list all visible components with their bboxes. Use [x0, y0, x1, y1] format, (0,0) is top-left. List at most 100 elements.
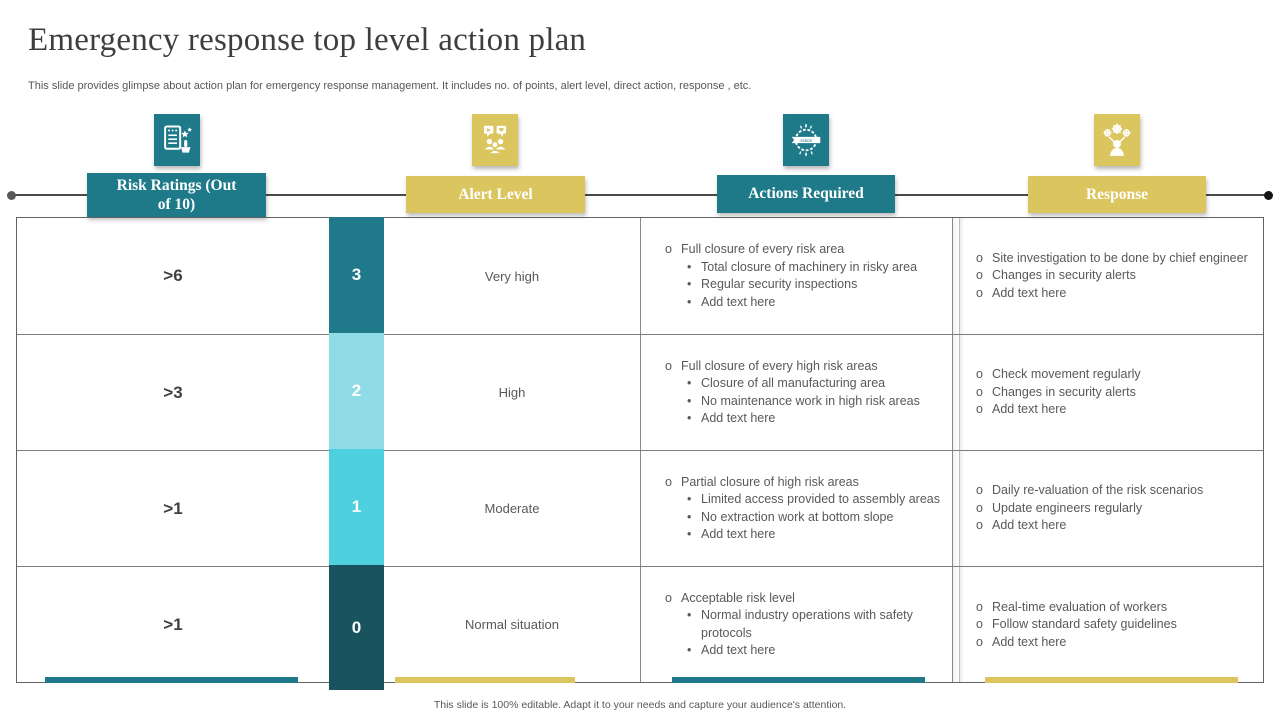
- list-item-text: Add text here: [992, 634, 1067, 649]
- sub-list-item: • No extraction work at bottom slope: [687, 509, 944, 527]
- bullet-marker: o: [976, 250, 983, 265]
- list-item-text: Total closure of machinery in risky area: [701, 259, 918, 274]
- column-header-actions-required: Actions Required: [717, 175, 895, 213]
- alert-level-cell: Very high: [484, 268, 540, 284]
- list-item: o Add text here: [976, 401, 1257, 419]
- list-item-text: Add text here: [701, 643, 776, 658]
- response-cell: o Site investigation to be done by chief …: [959, 218, 1263, 335]
- risk-rating-cell: >3: [163, 382, 183, 402]
- list-item-text: Update engineers regularly: [992, 500, 1143, 515]
- bullet-marker: •: [687, 376, 692, 391]
- list-item-text: Partial closure of high risk areas: [681, 474, 859, 489]
- bullet-marker: o: [976, 384, 983, 399]
- list-item-text: Check movement regularly: [992, 367, 1141, 382]
- actions-required-cell: o Acceptable risk level • Normal industry o…: [640, 567, 953, 683]
- alert-level-cell: Moderate: [484, 501, 540, 517]
- table-row: >6 Very high o Full closure of every risk…: [17, 218, 1263, 335]
- list-item: o Site investigation to be done by chief …: [976, 250, 1257, 268]
- column-gap: [953, 451, 959, 567]
- sub-list-item: • Add text here: [687, 410, 944, 428]
- alert-level-number: 1: [329, 448, 384, 565]
- bullet-marker: •: [687, 277, 692, 292]
- bullet-marker: o: [665, 358, 672, 373]
- bullet-marker: •: [687, 393, 692, 408]
- action-badge-icon: Action: [783, 114, 829, 166]
- sub-list-item: • Closure of all manufacturing area: [687, 375, 944, 393]
- response-cell: o Real-time evaluation of workers o Follow …: [959, 567, 1263, 683]
- list-item: o Changes in security alerts: [976, 267, 1257, 285]
- list-item: o Add text here: [976, 634, 1257, 652]
- alert-level-number: 0: [329, 564, 384, 691]
- bullet-marker: o: [976, 599, 983, 614]
- list-item-text: Changes in security alerts: [992, 384, 1136, 399]
- sub-list-item: • Add text here: [687, 642, 944, 660]
- bullet-marker: o: [665, 474, 672, 489]
- timeline-endpoint-right-dot: [1264, 191, 1273, 200]
- list-item: o Daily re-valuation of the risk scenario…: [976, 482, 1257, 500]
- bullet-marker: o: [976, 268, 983, 283]
- checklist-rating-icon: [154, 114, 200, 166]
- bullet-marker: •: [687, 509, 692, 524]
- list-item-text: No extraction work at bottom slope: [701, 509, 894, 524]
- list-item-text: Full closure of every high risk areas: [681, 358, 878, 373]
- alert-level-number: 3: [329, 216, 384, 333]
- action-plan-table: >6 Very high o Full closure of every risk…: [16, 216, 1264, 691]
- actions-required-cell: o Full closure of every high risk areas • C…: [640, 335, 953, 451]
- list-item-text: Add text here: [992, 518, 1067, 533]
- column-header-label: Actions Required: [748, 185, 864, 203]
- alert-level-number: 2: [329, 332, 384, 449]
- risk-rating-cell: >6: [163, 266, 183, 286]
- list-item-text: Site investigation to be done by chief e…: [992, 250, 1248, 265]
- page-title: Emergency response top level action plan: [28, 22, 587, 58]
- column-header-response: Response: [1028, 176, 1206, 213]
- list-item-text: Acceptable risk level: [681, 590, 795, 605]
- list-item-text: Add text here: [701, 527, 776, 542]
- table-row: >3 High o Full closure of every high risk…: [17, 334, 1263, 451]
- bullet-marker: o: [976, 367, 983, 382]
- bullet-marker: o: [665, 242, 672, 257]
- list-item-text: Limited access provided to assembly area…: [701, 492, 941, 507]
- risk-rating-cell: >1: [163, 614, 183, 634]
- list-item: o Add text here: [976, 517, 1257, 535]
- slide-subtitle: This slide provides glimpse about action…: [28, 80, 752, 92]
- list-item-text: Changes in security alerts: [992, 268, 1136, 283]
- list-item-text: Normal industry operations with safety p…: [701, 608, 913, 640]
- bullet-marker: o: [976, 483, 983, 498]
- column-gap: [953, 567, 959, 683]
- accent-bar-response: [985, 677, 1238, 683]
- column-gap: [953, 218, 959, 335]
- accent-bar-risk-ratings: [45, 677, 298, 683]
- accent-bar-actions: [672, 677, 925, 683]
- list-item: o Real-time evaluation of workers: [976, 599, 1257, 617]
- sub-list-item: • Normal industry operations with safety …: [687, 607, 944, 642]
- bullet-marker: o: [976, 518, 983, 533]
- bullet-marker: o: [976, 634, 983, 649]
- list-item-text: Full closure of every risk area: [681, 242, 845, 257]
- column-header-label: Risk Ratings (Out of 10): [116, 176, 237, 213]
- list-item-text: Add text here: [992, 402, 1067, 417]
- list-item: o Add text here: [976, 285, 1257, 303]
- response-cell: o Check movement regularly o Changes in sec…: [959, 335, 1263, 451]
- bullet-marker: o: [976, 500, 983, 515]
- sub-list-item: • No maintenance work in high risk areas: [687, 393, 944, 411]
- list-item: o Full closure of every risk area: [665, 241, 944, 259]
- column-header-label: Alert Level: [458, 185, 533, 203]
- list-item: o Partial closure of high risk areas: [665, 474, 944, 492]
- actions-required-cell: o Partial closure of high risk areas • Limi…: [640, 451, 953, 567]
- list-item: o Full closure of every high risk areas: [665, 358, 944, 376]
- bullet-marker: •: [687, 492, 692, 507]
- sub-list-item: • Regular security inspections: [687, 276, 944, 294]
- list-item: o Update engineers regularly: [976, 500, 1257, 518]
- list-item-text: Add text here: [701, 411, 776, 426]
- list-item: o Acceptable risk level: [665, 590, 944, 608]
- bullet-marker: •: [687, 411, 692, 426]
- bullet-marker: o: [665, 590, 672, 605]
- list-item-text: Add text here: [701, 294, 776, 309]
- sub-list-item: • Add text here: [687, 294, 944, 312]
- bullet-marker: •: [687, 643, 692, 658]
- table-row: >1 Moderate o Partial closure of high ris…: [17, 450, 1263, 567]
- list-item-text: No maintenance work in high risk areas: [701, 393, 920, 408]
- people-communication-icon: [472, 114, 518, 166]
